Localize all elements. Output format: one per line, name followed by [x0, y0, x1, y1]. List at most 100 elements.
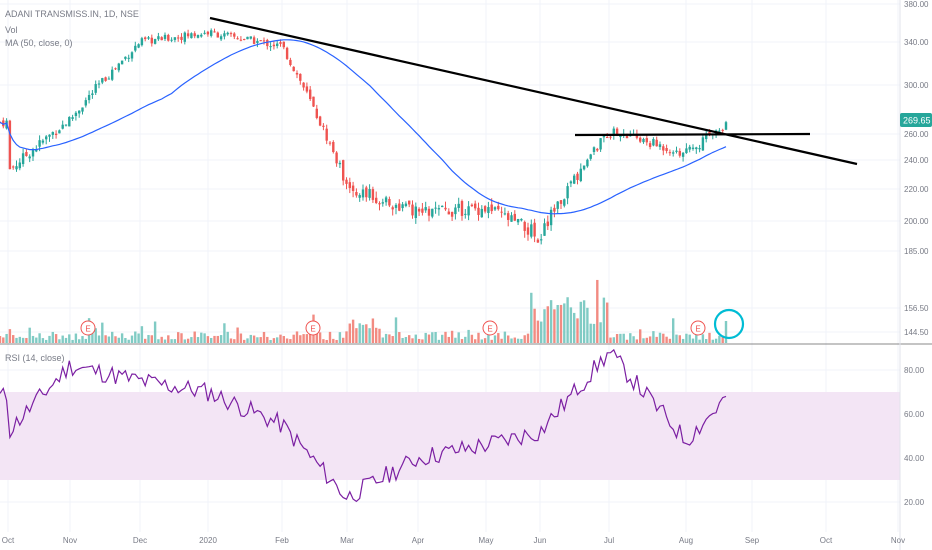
candle-body — [21, 153, 25, 165]
volume-bar — [672, 318, 675, 343]
volume-bar — [639, 329, 642, 343]
candle-body — [470, 204, 474, 207]
time-tick-label: Apr — [412, 536, 425, 545]
candle-body — [2, 120, 5, 127]
candle-body — [698, 148, 701, 150]
candle-body — [289, 59, 292, 65]
candle-body — [705, 133, 708, 140]
candle-body — [107, 78, 111, 80]
candle-body — [91, 93, 94, 95]
candle-body — [375, 197, 378, 203]
candle-body — [378, 203, 381, 205]
volume-bar — [206, 336, 210, 343]
earnings-marker — [80, 320, 96, 336]
volume-bar — [576, 318, 579, 343]
candle-body — [411, 204, 414, 216]
candle-body — [41, 140, 45, 143]
volume-bar — [223, 323, 226, 343]
candle-body — [681, 152, 685, 157]
candle-body — [84, 100, 87, 106]
volume-bar — [61, 335, 64, 343]
volume-bar — [371, 318, 375, 343]
candle-body — [157, 36, 160, 40]
volume-bar — [355, 328, 358, 343]
candle-body — [233, 33, 236, 37]
candle-body — [536, 239, 540, 243]
volume-bar — [292, 334, 295, 343]
volume-bar — [58, 339, 61, 343]
volume-bar — [681, 338, 685, 343]
volume-bar — [447, 336, 450, 343]
candle-body — [180, 36, 183, 40]
volume-bar — [25, 337, 28, 343]
volume-bar — [252, 335, 256, 343]
ma-label: MA (50, close, 0) — [5, 38, 73, 48]
volume-bar — [31, 335, 35, 343]
candle-body — [421, 208, 424, 213]
volume-bar — [279, 334, 282, 343]
candle-body — [467, 206, 470, 216]
volume-bar — [404, 337, 408, 343]
candle-body — [48, 134, 51, 137]
volume-bar — [526, 333, 530, 343]
volume-bar — [378, 328, 381, 343]
volume-bar — [705, 339, 708, 343]
volume-bar — [5, 333, 8, 343]
volume-bar — [645, 337, 648, 343]
candle-body — [45, 136, 48, 140]
volume-bar — [569, 307, 573, 343]
price-tick-label: 240.00 — [904, 156, 929, 165]
candle-body — [365, 187, 368, 198]
volume-bar — [678, 335, 681, 343]
time-tick-label: Oct — [820, 536, 833, 545]
candle-body — [563, 199, 566, 206]
candle-body — [586, 159, 589, 167]
volume-bar — [414, 334, 417, 343]
volume-bar — [216, 335, 219, 343]
candle-body — [566, 186, 569, 199]
candle-body — [695, 147, 698, 150]
candle-body — [615, 128, 619, 136]
candle-body — [635, 133, 639, 138]
volume-bar — [665, 336, 668, 343]
time-tick-label: Sep — [745, 536, 760, 545]
candle-body — [665, 147, 668, 152]
volume-bar — [629, 333, 632, 343]
volume-bar — [615, 333, 619, 343]
candle-body — [701, 137, 705, 151]
candle-body — [239, 39, 243, 41]
volume-bar — [375, 327, 378, 343]
candle-body — [648, 143, 652, 148]
resistance-line — [574, 132, 811, 137]
candle-body — [170, 39, 173, 41]
volume-bar — [54, 334, 58, 343]
candle-body — [64, 124, 68, 126]
volume-bar — [365, 324, 368, 343]
candle-body — [276, 43, 279, 46]
price-tick-label: 144.50 — [904, 328, 929, 337]
candle-body — [81, 107, 84, 112]
volume-bar — [170, 339, 173, 343]
candle-body — [553, 207, 556, 212]
candle-body — [183, 32, 186, 42]
volume-bar — [48, 335, 51, 343]
volume-bar — [497, 333, 500, 343]
volume-highlight-circle — [713, 308, 745, 340]
candle-body — [249, 36, 252, 39]
candle-body — [213, 31, 216, 33]
candle-body — [645, 138, 648, 143]
candle-body — [140, 38, 144, 46]
candle-body — [556, 201, 559, 209]
volume-bar — [45, 339, 48, 343]
descending-trendline — [209, 16, 858, 166]
volume-bar — [381, 337, 384, 343]
volume-bar — [573, 312, 576, 343]
candle-body — [117, 63, 120, 71]
candle-body — [642, 138, 645, 143]
volume-bar — [500, 338, 503, 343]
volume-bar — [351, 319, 355, 343]
volume-bar — [612, 337, 615, 343]
candle-body — [718, 130, 721, 132]
volume-bar — [361, 324, 365, 343]
